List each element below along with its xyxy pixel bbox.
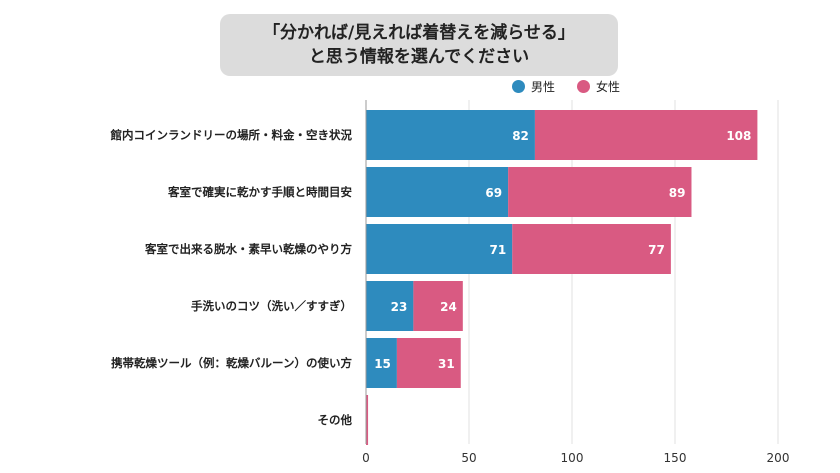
bar-male bbox=[366, 110, 535, 160]
bar-male bbox=[366, 224, 513, 274]
chart-title-line-2: と思う情報を選んでください bbox=[308, 47, 530, 67]
chart-legend: 男性 女性 bbox=[512, 78, 642, 95]
bar-male bbox=[366, 167, 509, 217]
bar-female bbox=[366, 395, 369, 445]
bar-female bbox=[413, 281, 463, 331]
bar-male bbox=[366, 281, 414, 331]
legend-label-male: 男性 bbox=[531, 80, 556, 94]
chart-title-box: 「分かれば/見えれば着替えを減らせる」 と思う情報を選んでください bbox=[220, 14, 618, 76]
x-tick-label: 100 bbox=[561, 451, 584, 465]
category-label: 館内コインランドリーの場所・料金・空き状況 bbox=[110, 128, 353, 142]
x-tick-label: 200 bbox=[767, 451, 790, 465]
legend-item-male: 男性 bbox=[512, 78, 555, 95]
data-label-male: 15 bbox=[374, 357, 391, 371]
category-label: 客室で出来る脱水・素早い乾燥のやり方 bbox=[144, 242, 352, 256]
data-label-male: 69 bbox=[485, 186, 502, 200]
legend-swatch-male bbox=[512, 80, 525, 93]
bar-female bbox=[508, 167, 692, 217]
data-label-male: 82 bbox=[512, 129, 529, 143]
data-label-female: 89 bbox=[669, 186, 686, 200]
x-tick-label: 0 bbox=[362, 451, 370, 465]
bar-male bbox=[366, 338, 397, 388]
legend-label-female: 女性 bbox=[596, 80, 621, 94]
category-label: 手洗いのコツ（洗い／すすぎ） bbox=[191, 299, 352, 313]
category-label: 携帯乾燥ツール（例：乾燥バルーン）の使い方 bbox=[111, 356, 352, 370]
data-label-female: 108 bbox=[726, 129, 751, 143]
bar-female bbox=[534, 110, 758, 160]
category-label: その他 bbox=[318, 413, 353, 427]
legend-swatch-female bbox=[577, 80, 591, 93]
x-tick-label: 50 bbox=[461, 451, 476, 465]
legend-item-female: 女性 bbox=[577, 78, 620, 95]
data-label-male: 71 bbox=[490, 243, 507, 257]
data-label-female: 31 bbox=[438, 357, 455, 371]
bar-female bbox=[396, 338, 461, 388]
data-label-female: 77 bbox=[648, 243, 665, 257]
x-tick-label: 150 bbox=[664, 451, 687, 465]
data-label-male: 23 bbox=[391, 300, 408, 314]
category-label: 客室で確実に乾かす手順と時間目安 bbox=[167, 185, 352, 199]
bar-female bbox=[512, 224, 671, 274]
data-label-female: 24 bbox=[440, 300, 457, 314]
chart-title-line-1: 「分かれば/見えれば着替えを減らせる」 bbox=[263, 23, 575, 43]
